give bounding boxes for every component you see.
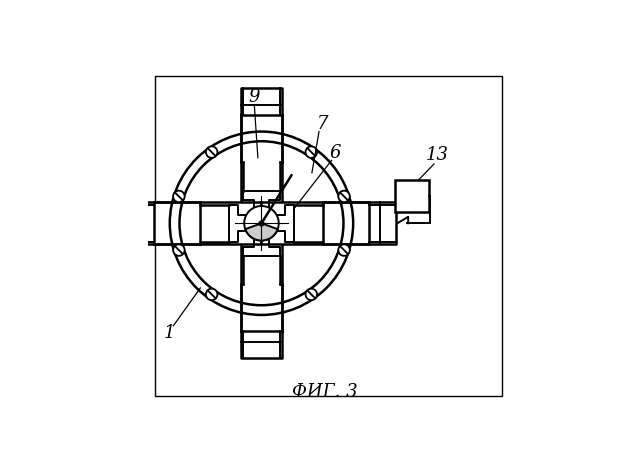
Bar (262, 202, 369, 244)
Text: 7: 7 (317, 115, 328, 134)
Circle shape (173, 191, 184, 202)
Wedge shape (245, 223, 278, 241)
Text: 13: 13 (426, 146, 449, 164)
Text: ФИГ. 3: ФИГ. 3 (292, 383, 357, 401)
Circle shape (339, 244, 350, 256)
Bar (241, 115, 282, 223)
Circle shape (305, 146, 317, 158)
Circle shape (339, 191, 350, 202)
Text: 6: 6 (330, 144, 341, 162)
Circle shape (244, 206, 279, 241)
Circle shape (206, 146, 218, 158)
Text: 1: 1 (164, 324, 175, 342)
Bar (154, 202, 262, 244)
Circle shape (305, 289, 317, 300)
Bar (394, 180, 429, 212)
Circle shape (173, 244, 184, 256)
Circle shape (206, 289, 218, 300)
Text: 9: 9 (248, 88, 260, 106)
Bar (155, 76, 502, 396)
Bar (241, 223, 282, 331)
